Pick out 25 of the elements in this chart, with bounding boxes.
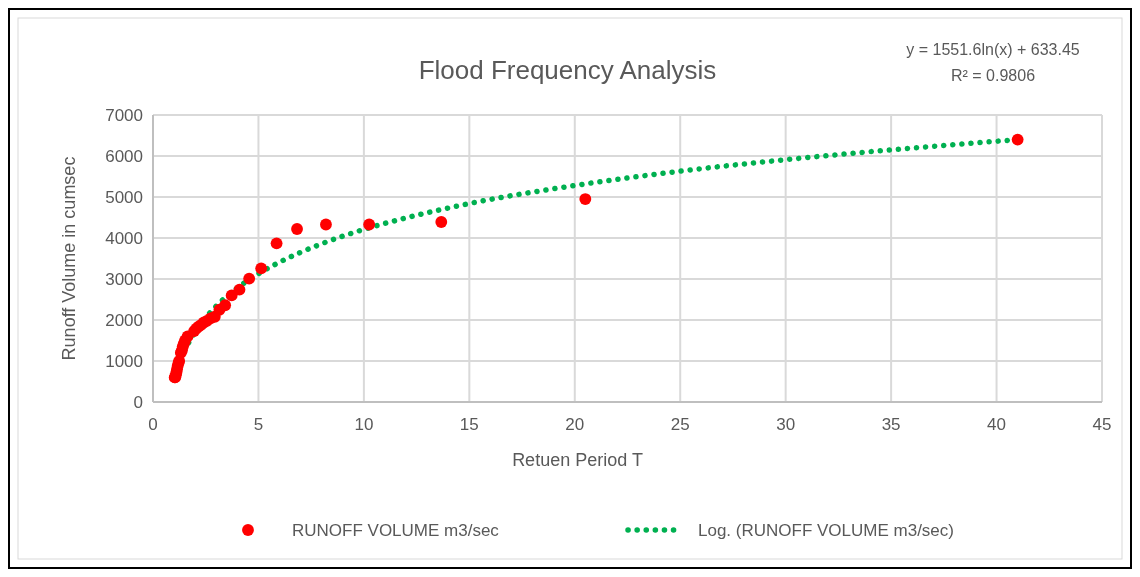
chart-title: Flood Frequency Analysis xyxy=(418,55,717,85)
legend-label: Log. (RUNOFF VOLUME m3/sec) xyxy=(698,521,954,540)
y-tick-label: 2000 xyxy=(105,311,143,330)
legend-label: RUNOFF VOLUME m3/sec xyxy=(292,521,500,540)
x-tick-label: 40 xyxy=(987,415,1007,434)
x-tick-label: 5 xyxy=(253,415,264,434)
x-tick-label: 20 xyxy=(565,415,585,434)
y-tick-label: 7000 xyxy=(105,106,143,125)
x-tick-label: 45 xyxy=(1092,415,1112,434)
x-tick-label: 35 xyxy=(881,415,901,434)
y-tick-label: 1000 xyxy=(105,352,143,371)
x-tick-label: 0 xyxy=(148,415,158,434)
y-tick-label: 6000 xyxy=(105,147,143,166)
x-tick-label: 10 xyxy=(354,415,374,434)
x-tick-label: 30 xyxy=(776,415,796,434)
y-tick-label: 0 xyxy=(133,393,143,412)
text: y = 1551.6ln(x) + 633.45 xyxy=(906,41,1080,58)
text: R² = 0.9806 xyxy=(950,67,1036,84)
y-tick-label: 3000 xyxy=(105,270,143,289)
y-tick-label: 4000 xyxy=(105,229,143,248)
x-tick-label: 15 xyxy=(459,415,479,434)
x-axis-title: Retuen Period T xyxy=(512,450,643,470)
y-axis-title: Runoff Volume in cumsec xyxy=(59,156,79,361)
y-tick-label: 5000 xyxy=(105,188,143,207)
x-tick-label: 25 xyxy=(670,415,690,434)
